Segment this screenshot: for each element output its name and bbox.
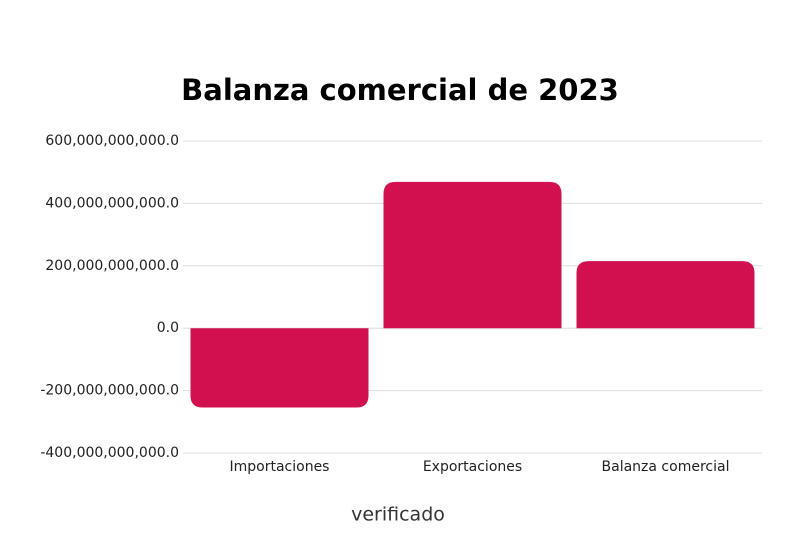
x-tick-label: Balanza comercial [602, 459, 730, 475]
bar [383, 181, 562, 329]
y-tick-label: -200,000,000,000.0 [40, 383, 179, 399]
y-tick-label: 0.0 [157, 320, 179, 336]
y-tick-label: 200,000,000,000.0 [45, 258, 179, 274]
y-tick-label: 600,000,000,000.0 [45, 133, 179, 149]
logo: verificado [351, 504, 445, 526]
x-tick-label: Importaciones [230, 459, 330, 475]
bar [576, 261, 755, 329]
y-tick-label: -400,000,000,000.0 [40, 445, 179, 461]
x-tick-label: Exportaciones [423, 459, 522, 475]
y-tick-label: 400,000,000,000.0 [45, 195, 179, 211]
chart-title: Balanza comercial de 2023 [181, 73, 619, 107]
bar [190, 328, 369, 408]
